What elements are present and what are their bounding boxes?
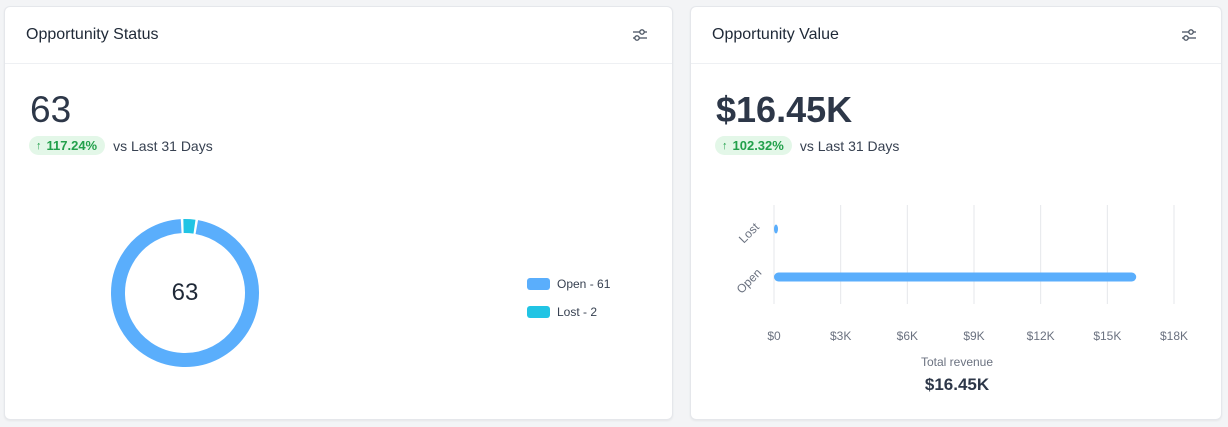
trend-row: ↑ 102.32% vs Last 31 Days	[715, 136, 899, 155]
bar-open[interactable]	[774, 272, 1137, 282]
trend-badge: ↑ 102.32%	[715, 136, 792, 155]
legend-label-lost: Lost - 2	[557, 305, 598, 319]
trend-compare-text: vs Last 31 Days	[799, 137, 900, 154]
donut-slice-lost[interactable]	[183, 219, 196, 234]
sliders-icon[interactable]	[630, 25, 650, 45]
arrow-up-icon: ↑	[722, 139, 728, 152]
x-tick-label: $15K	[1093, 329, 1121, 343]
sliders-icon[interactable]	[1179, 25, 1199, 45]
opportunity-value: $16.45K	[716, 89, 853, 130]
total-revenue-label: Total revenue	[920, 355, 994, 369]
x-tick-label: $12K	[1027, 329, 1055, 343]
opportunity-value-card: Opportunity Value $16.45K ↑ 102.32% vs L…	[690, 6, 1222, 420]
x-tick-label: $18K	[1160, 329, 1188, 343]
donut-chart: 63	[105, 213, 265, 373]
trend-compare-text: vs Last 31 Days	[113, 137, 213, 154]
bar-chart-svg: $0 $3K $6K $9K $12K $15K $18K Lost Open	[734, 205, 1188, 343]
legend-swatch-lost	[527, 306, 550, 318]
legend-swatch-open	[527, 278, 550, 290]
x-tick-label: $9K	[963, 329, 984, 343]
card-header: Opportunity Value	[691, 7, 1221, 64]
donut-slice-open[interactable]	[111, 219, 259, 367]
legend-label-open: Open - 61	[557, 277, 611, 291]
donut-center-label: 63	[171, 279, 199, 306]
y-tick-label: Lost	[736, 220, 762, 246]
opportunity-status-card: Opportunity Status 63 ↑ 117.24% vs Last …	[4, 6, 673, 420]
opportunity-count: 63	[30, 89, 72, 130]
card-title: Opportunity Value	[712, 26, 839, 43]
x-tick-label: $0	[767, 329, 781, 343]
arrow-up-icon: ↑	[36, 139, 42, 152]
bar-lost[interactable]	[774, 224, 778, 234]
donut-svg	[111, 219, 259, 367]
x-tick-label: $6K	[897, 329, 918, 343]
trend-percent: 102.32%	[732, 138, 784, 153]
card-header: Opportunity Status	[5, 7, 672, 64]
y-tick-label: Open	[734, 266, 765, 297]
trend-percent: 117.24%	[46, 138, 98, 153]
donut-legend: Open - 61 Lost - 2	[527, 270, 610, 326]
legend-item-lost[interactable]: Lost - 2	[527, 298, 610, 326]
total-revenue-value: $16.45K	[924, 375, 990, 394]
x-tick-label: $3K	[830, 329, 851, 343]
trend-badge: ↑ 117.24%	[29, 136, 106, 155]
legend-item-open[interactable]: Open - 61	[527, 270, 610, 298]
card-title: Opportunity Status	[26, 26, 159, 43]
trend-row: ↑ 117.24% vs Last 31 Days	[29, 136, 213, 155]
